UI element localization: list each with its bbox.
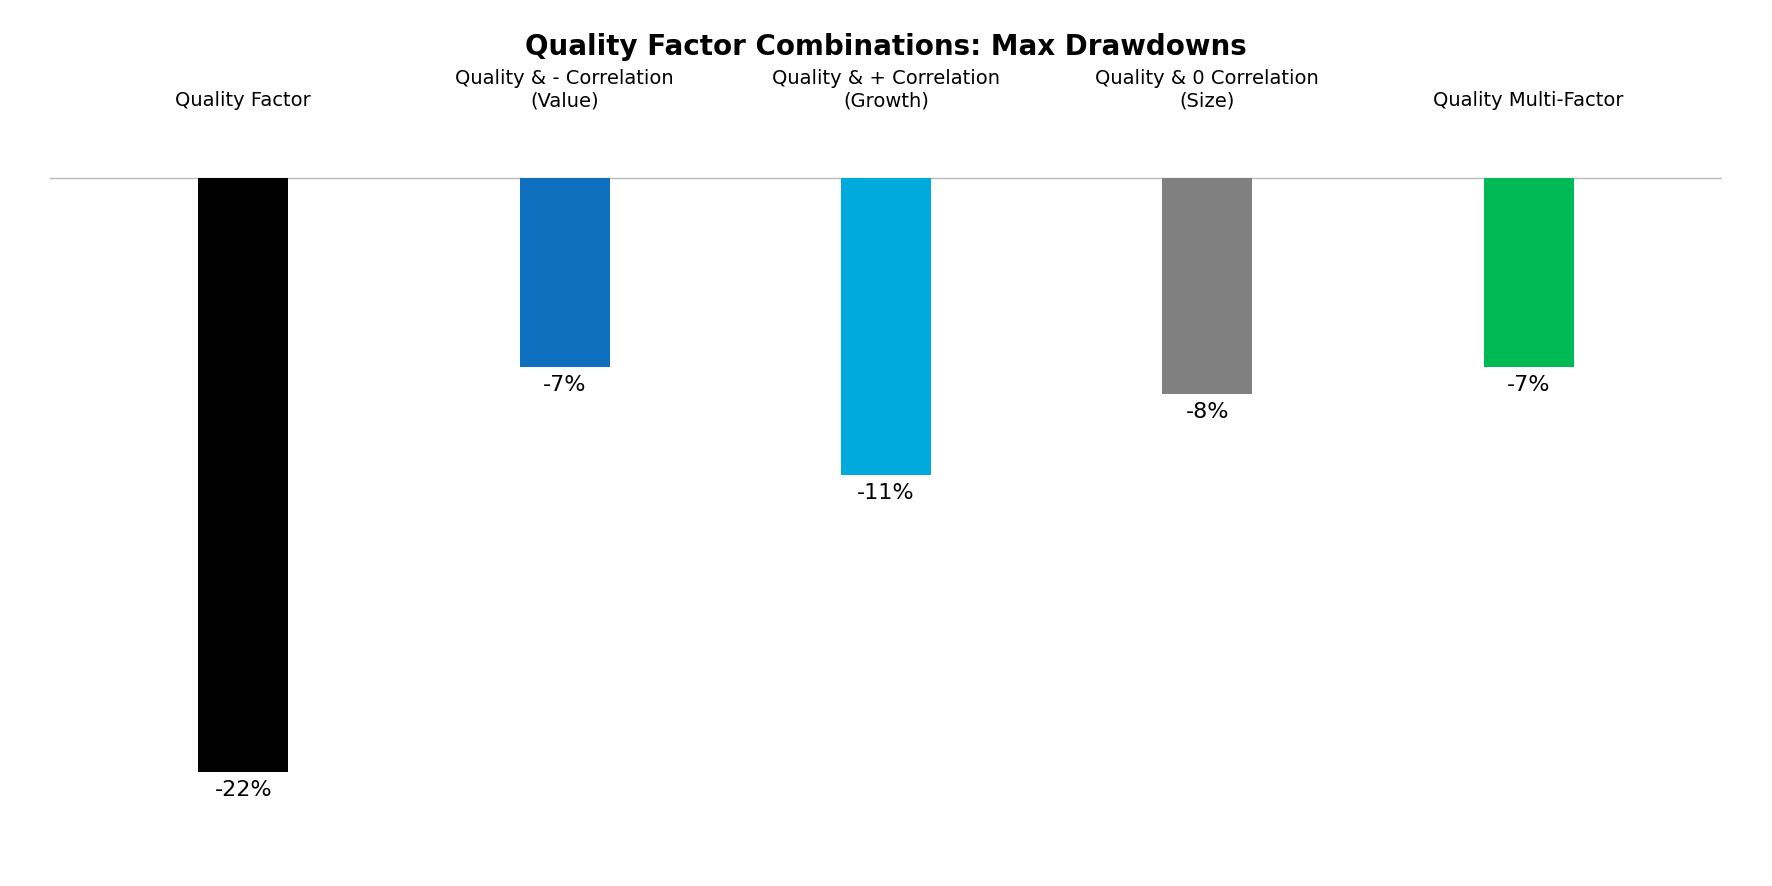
- Text: -8%: -8%: [1185, 402, 1230, 423]
- Text: -7%: -7%: [542, 376, 587, 395]
- Text: -11%: -11%: [858, 484, 914, 503]
- Bar: [1483, 178, 1574, 367]
- Text: -7%: -7%: [1506, 376, 1550, 395]
- Bar: [198, 178, 289, 773]
- Text: -22%: -22%: [214, 781, 273, 800]
- Title: Quality Factor Combinations: Max Drawdowns: Quality Factor Combinations: Max Drawdow…: [525, 33, 1247, 61]
- Bar: [1162, 178, 1253, 394]
- Bar: [519, 178, 610, 367]
- Bar: [842, 178, 930, 475]
